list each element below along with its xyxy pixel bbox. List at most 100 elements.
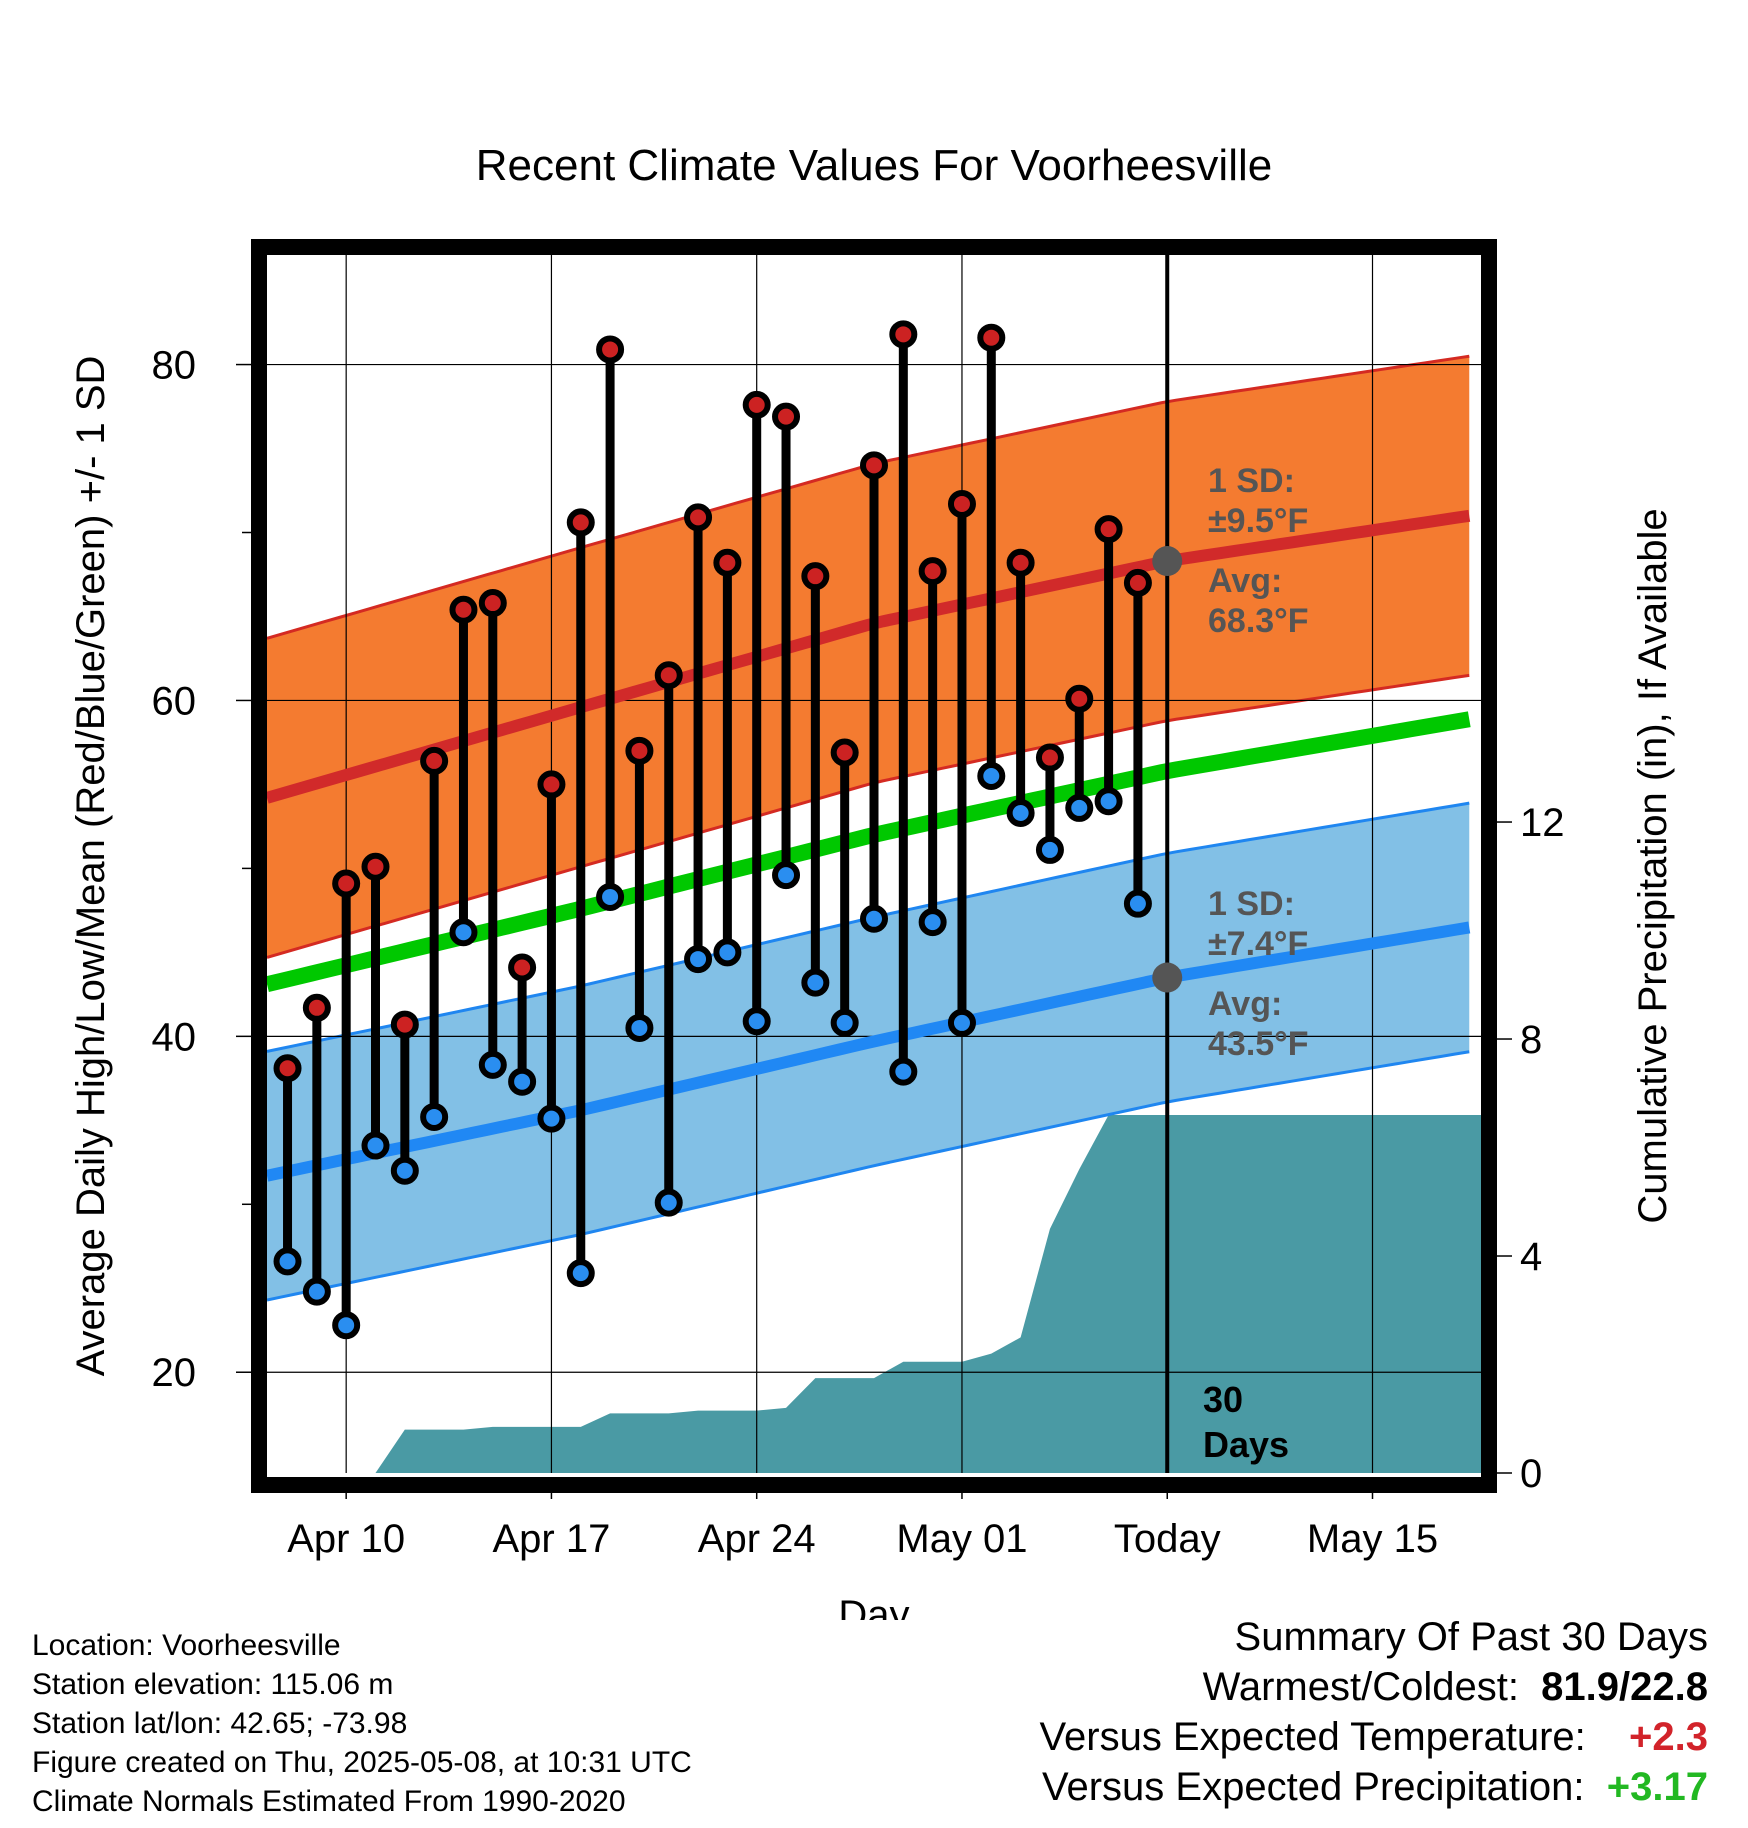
low-point [420,1102,449,1131]
low-point [1123,889,1152,918]
low-point [654,1188,683,1217]
high-point [1065,684,1094,713]
low-sd-value: ±7.4°F [1208,925,1308,963]
high-point [830,738,859,767]
location-text: Location: Voorheesville [32,1629,341,1662]
low-point [537,1104,566,1133]
precip-value: +3.17 [1606,1765,1708,1809]
high-point [390,1010,419,1039]
high-point [273,1054,302,1083]
high-point [1123,568,1152,597]
low-avg-value: 43.5°F [1208,1025,1309,1063]
low-point [625,1013,654,1042]
latlon-text: Station lat/lon: 42.65; -73.98 [32,1707,408,1740]
low-point [361,1131,390,1160]
high-point [684,503,713,532]
x-axis-label: Day [838,1593,909,1620]
x-tick-label: Apr 24 [698,1517,816,1561]
axis-ticks: Apr 10 Apr 17 Apr 24 May 01 Today May 1520406… [152,344,1565,1561]
high-point [947,489,976,518]
today-normal-high-marker [1152,546,1183,577]
warmest-value: 81.9/22.8 [1541,1665,1708,1709]
low-point [742,1007,771,1036]
today-layer [1152,247,1183,1473]
high-point [889,320,918,349]
days-count-word: Days [1203,1424,1289,1465]
temp-value: +2.3 [1629,1715,1708,1759]
temp-label: Versus Expected Temperature: [1039,1715,1586,1759]
precip-area [375,1114,1481,1473]
y2-tick-label: 8 [1520,1018,1542,1062]
low-point [918,908,947,937]
low-point [302,1277,331,1306]
high-point [625,736,654,765]
low-point [1035,835,1064,864]
low-point [1065,793,1094,822]
warmest-label: Warmest/Coldest: [1202,1665,1519,1709]
low-point [977,762,1006,791]
low-point [772,861,801,890]
high-point [596,335,625,364]
high-point [801,562,830,591]
low-point [684,945,713,974]
x-tick-label: Apr 10 [287,1517,405,1561]
high-sd-label: 1 SD: [1208,462,1295,500]
high-point [1006,548,1035,577]
high-point [537,770,566,799]
high-point [742,390,771,419]
x-tick-label: May 15 [1307,1517,1438,1561]
precip-label: Versus Expected Precipitation: [1042,1765,1585,1809]
high-point [654,661,683,690]
y-tick-label: 20 [152,1351,197,1395]
y2-tick-label: 4 [1520,1235,1542,1279]
low-point [566,1259,595,1288]
high-point [713,548,742,577]
low-avg-label: Avg: [1208,985,1282,1023]
low-point [860,904,888,933]
normal-low-line [267,921,1471,1182]
summary-panel: Summary Of Past 30 Days Warmest/Coldest:… [1040,1612,1708,1812]
low-point [449,918,478,947]
created-text: Figure created on Thu, 2025-05-08, at 10… [32,1746,692,1779]
low-point [1006,798,1035,827]
today-normal-low-marker [1152,962,1183,993]
observation-layer [273,320,1152,1340]
summary-title: Summary Of Past 30 Days [1234,1615,1708,1659]
high-point [977,323,1006,352]
low-point [332,1311,361,1340]
y2-tick-label: 12 [1520,801,1565,845]
y-tick-label: 60 [152,679,197,723]
high-point [1094,515,1123,544]
low-sd-band-lower-edge [267,1050,1470,1302]
plot-area [267,247,1481,1473]
high-point [508,953,537,982]
y-tick-label: 40 [152,1015,197,1059]
high-sd-value: ±9.5°F [1208,502,1308,540]
climate-chart: Recent Climate Values For Voorheesville … [69,141,1675,1620]
normals-text: Climate Normals Estimated From 1990-2020 [32,1785,626,1818]
high-point [478,589,507,618]
high-point [1035,743,1064,772]
high-avg-value: 68.3°F [1208,602,1309,640]
low-point [478,1050,507,1079]
y2-tick-label: 0 [1520,1452,1542,1496]
precip-layer [375,1114,1481,1473]
x-tick-label: Today [1114,1517,1221,1561]
high-point [772,402,801,431]
x-tick-label: May 01 [896,1517,1027,1561]
high-point [302,993,331,1022]
high-point [332,869,361,898]
plot-frame [251,239,1497,1493]
low-point [1094,787,1123,816]
low-point [947,1008,976,1037]
elevation-text: Station elevation: 115.06 m [32,1668,394,1701]
summary-temp-row: Versus Expected Temperature: +2.3 [1040,1712,1708,1762]
low-point [889,1057,918,1086]
low-point [390,1156,419,1185]
days-count-number: 30 [1203,1379,1243,1420]
high-point [449,595,478,624]
y2-axis-label: Cumulative Precipitation (in), If Availa… [1631,508,1675,1223]
low-point [596,882,625,911]
high-point [918,557,947,586]
high-avg-label: Avg: [1208,562,1282,600]
